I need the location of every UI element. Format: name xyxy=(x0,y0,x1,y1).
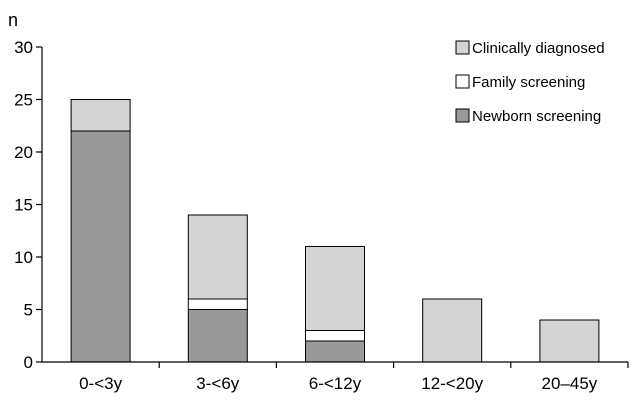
legend-label: Family screening xyxy=(472,74,585,91)
y-tick-label: 30 xyxy=(14,38,33,57)
legend-label: Clinically diagnosed xyxy=(472,40,605,57)
bar-segment-family-screening xyxy=(305,330,365,342)
y-tick-label: 0 xyxy=(24,353,33,372)
x-tick-label: 12-<20y xyxy=(421,374,483,393)
bar-segment-newborn-screening xyxy=(187,309,248,363)
y-tick-label: 5 xyxy=(24,301,33,320)
x-axis-ticks: 0-<3y 3-<6y 6-<12y 12-<20y 20–45y xyxy=(79,362,629,393)
bar-segment-clinically-diagnosed xyxy=(187,214,248,300)
y-tick-label: 10 xyxy=(14,248,33,267)
bar-segment-clinically-diagnosed xyxy=(422,298,483,363)
y-tick-label: 25 xyxy=(14,91,33,110)
bar-segment-newborn-screening xyxy=(305,340,365,363)
bar-segment-family-screening xyxy=(187,298,248,310)
y-axis-ticks: 0 5 10 15 20 25 30 xyxy=(14,38,42,372)
bars xyxy=(70,99,600,363)
x-tick-label: 0-<3y xyxy=(79,374,122,393)
bar-segment-clinically-diagnosed xyxy=(70,99,131,132)
bar-segment-newborn-screening xyxy=(70,130,131,363)
y-tick-label: 20 xyxy=(14,143,33,162)
legend-label: Newborn screening xyxy=(472,108,601,125)
x-tick-label: 6-<12y xyxy=(309,374,362,393)
legend-swatch xyxy=(455,108,470,123)
y-axis-title: n xyxy=(8,10,18,30)
y-tick-label: 15 xyxy=(14,196,33,215)
legend-swatch xyxy=(455,74,470,89)
legend: Clinically diagnosed Family screening Newb… xyxy=(455,40,605,125)
bar-segment-clinically-diagnosed xyxy=(539,319,600,363)
x-tick-label: 3-<6y xyxy=(196,374,239,393)
bar-segment-clinically-diagnosed xyxy=(305,246,365,331)
legend-swatch xyxy=(455,40,470,55)
x-tick-label: 20–45y xyxy=(542,374,598,393)
